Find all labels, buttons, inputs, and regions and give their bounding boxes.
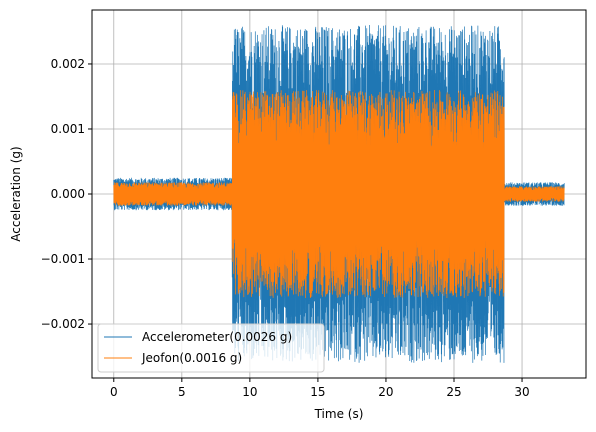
series-line-jeofon (113, 89, 565, 299)
x-tick-label: 0 (110, 385, 118, 399)
y-tick-label: 0.002 (51, 57, 85, 71)
legend-label-jeofon: Jeofon(0.0016 g) (141, 351, 242, 365)
series-line-accelerometer (113, 24, 565, 363)
series-layer (113, 24, 565, 363)
y-tick-label: 0.001 (51, 122, 85, 136)
x-axis-label: Time (s) (314, 407, 364, 421)
x-tick-label: 5 (178, 385, 186, 399)
x-tick-label: 10 (242, 385, 257, 399)
y-axis-label: Acceleration (g) (9, 146, 23, 241)
x-tick-label: 20 (378, 385, 393, 399)
y-tick-label: 0.000 (51, 187, 85, 201)
y-tick-label: −0.001 (41, 252, 85, 266)
x-axis-ticks: 0 5 10 15 20 25 30 (110, 378, 530, 399)
x-tick-label: 25 (446, 385, 461, 399)
x-tick-label: 15 (310, 385, 325, 399)
y-tick-label: −0.002 (41, 317, 85, 331)
plot-area (113, 24, 565, 363)
legend-label-accelerometer: Accelerometer(0.0026 g) (142, 330, 292, 344)
legend-box (97, 323, 325, 373)
x-tick-label: 30 (514, 385, 529, 399)
legend: Accelerometer(0.0026 g) Jeofon(0.0016 g) (97, 323, 325, 373)
y-axis-ticks: −0.002 −0.001 0.000 0.001 0.002 (41, 57, 92, 331)
